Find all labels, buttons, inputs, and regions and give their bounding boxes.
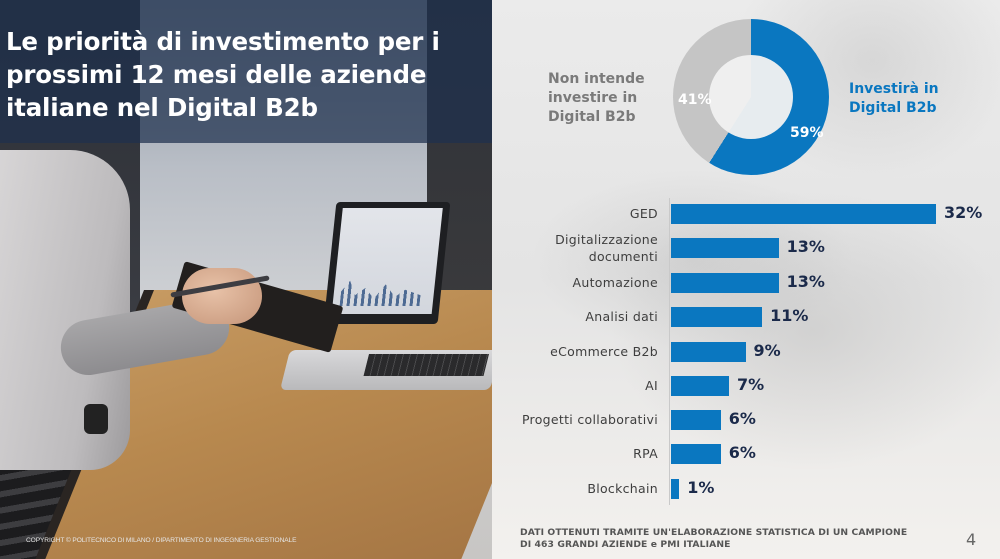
donut-legend-not-investing: Non intende investire in Digital B2b [548,70,645,127]
photo-laptop-keyboard [280,350,492,390]
donut-chart: 41% 59% [673,19,829,175]
photo-laptop-screen [323,202,451,324]
donut-label-no: 41% [678,92,712,108]
bar-row-analisi-dati: Analisi dati 11% [500,300,1000,334]
bar-label: Analisi dati [585,309,658,324]
bar-label: Digitalizzazione documenti [488,231,658,265]
legend-yes-line-2: Digital B2b [849,100,937,116]
bar-row-ai: AI 7% [500,369,1000,403]
bar-row-digitalizzazione: Digitalizzazione documenti 13% [500,231,1000,265]
footnote-line-1: DATI OTTENUTI TRAMITE UN'ELABORAZIONE ST… [520,527,908,538]
bar-row-blockchain: Blockchain 1% [500,472,1000,506]
title-line-2: prossimi 12 mesi delle aziende [6,60,427,89]
bar-value: 13% [786,237,825,256]
bar [671,273,779,293]
legend-no-line-1: Non intende [548,71,645,87]
bar-row-ecommerce: eCommerce B2b 9% [500,335,1000,369]
bar-row-rpa: RPA 6% [500,437,1000,471]
bar [671,342,746,362]
photo-hand [182,268,262,324]
bar-label-line-2: documenti [588,249,658,264]
title-band [0,0,492,143]
bar-label: GED [629,206,658,221]
bar-value: 6% [728,443,756,462]
footnote: DATI OTTENUTI TRAMITE UN'ELABORAZIONE ST… [520,527,907,551]
legend-no-line-3: Digital B2b [548,109,636,125]
donut-legend-investing: Investirà in Digital B2b [849,80,939,118]
bar-value: 9% [753,341,781,360]
bar [671,204,936,224]
title-line-1: Le priorità di investimento per i [6,27,440,56]
donut-label-yes: 59% [790,125,824,141]
bar-label: Progetti collaborativi [521,412,658,427]
bar-value: 32% [944,203,983,222]
bar-chart-axis [669,198,670,505]
bar-row-automazione: Automazione 13% [500,266,1000,300]
bar-label: AI [645,378,658,393]
bar [671,479,680,499]
bar [671,444,721,464]
bar [671,410,721,430]
photo-person-seated [0,150,130,470]
bar-value: 1% [687,478,715,497]
donut-ring: 41% 59% [673,19,829,175]
copyright-text: COPYRIGHT © POLITECNICO DI MILANO / DIPA… [26,537,297,544]
photo-watch [84,404,108,434]
footnote-line-2: DI 463 GRANDI AZIENDE e PMI ITALIANE [520,539,731,550]
bar-label-line-1: Digitalizzazione [555,232,658,247]
bar [671,307,763,327]
bar-value: 13% [786,272,825,291]
bar-label: Automazione [572,275,658,290]
title-line-3: italiane nel Digital B2b [6,93,318,122]
bar-label: RPA [633,446,658,461]
page-number: 4 [966,530,977,549]
legend-yes-line-1: Investirà in [849,81,939,97]
legend-no-line-2: investire in [548,90,638,106]
bar-value: 7% [736,375,765,394]
bar-label: Blockchain [587,481,658,496]
bar-label: eCommerce B2b [550,344,658,359]
bar-value: 11% [770,306,809,325]
photo-keys [363,354,489,376]
bar [671,376,729,396]
bar-value: 6% [728,409,756,428]
slide-title: Le priorità di investimento per i prossi… [6,25,476,124]
background-photo [0,0,492,559]
donut-hole [709,55,793,139]
bar-row-ged: GED 32% [500,197,1000,231]
bar [671,238,779,258]
bar-row-progetti: Progetti collaborativi 6% [500,403,1000,437]
